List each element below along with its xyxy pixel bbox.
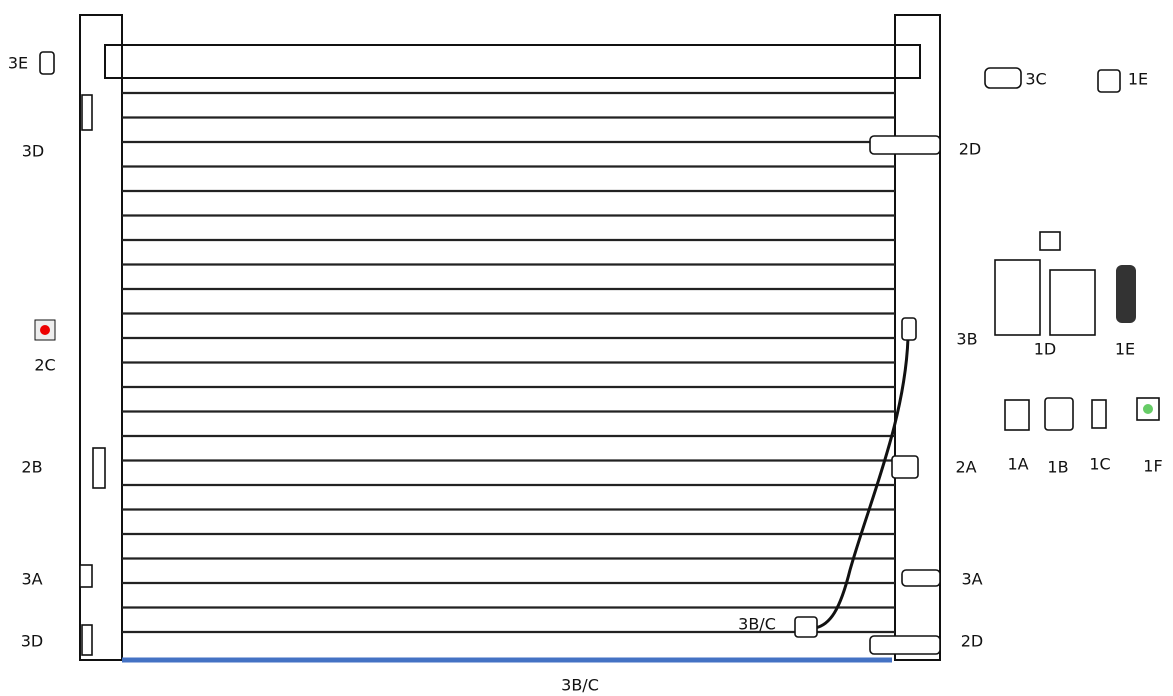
label: 1D [1034,340,1057,359]
icon-1c [1091,399,1107,429]
label: 3B [956,330,977,349]
label: 3B/C [561,676,599,695]
labels: 3E 3D 2C 2B 3A 3D 3C 1E 2D 3B 1D 1E 1A 1… [8,54,1163,695]
label: 1B [1047,458,1068,477]
icon-3c [984,67,1022,89]
cable [814,337,910,630]
label: 3D [22,142,45,161]
icon-2c-dot [40,325,50,335]
icon-3a-right [901,569,941,587]
icon-2a [891,455,919,479]
label: 1A [1007,455,1028,474]
label: 1C [1089,455,1110,474]
label: 2A [955,458,976,477]
icon-3d-top [81,94,93,131]
components [34,51,1160,656]
label: 3B/C [738,615,776,634]
shutter [79,14,941,663]
icon-1d-shutter-a [994,259,1041,336]
icon-3d-bottom [81,624,93,656]
label: 2B [21,458,42,477]
icon-1b [1044,397,1074,431]
label: 3A [961,570,982,589]
slats [122,91,895,634]
label: 2D [959,140,982,159]
icon-3b [901,317,917,341]
icon-1e-top [1097,69,1121,93]
label: 3E [8,54,28,73]
icon-1d-hub [1039,231,1061,251]
icon-2b [92,447,106,489]
label: 2C [34,356,55,375]
label: 2D [961,632,984,651]
label: 1F [1143,457,1162,476]
label: 1E [1128,70,1148,89]
label: 3C [1025,70,1046,89]
icon-1f-dot [1143,404,1153,414]
icon-2d-bottom [869,635,941,655]
icon-1e-remote [1116,265,1136,323]
label: 1E [1115,340,1135,359]
icon-1d-shutter-b [1049,269,1096,336]
icon-3a-left [79,564,93,588]
icon-3bc [794,616,818,638]
roller-box [104,44,921,79]
icon-3e [39,51,55,75]
label: 3A [21,570,42,589]
label: 3D [21,632,44,651]
icon-1a [1004,399,1030,431]
icon-2d-top [869,135,941,155]
